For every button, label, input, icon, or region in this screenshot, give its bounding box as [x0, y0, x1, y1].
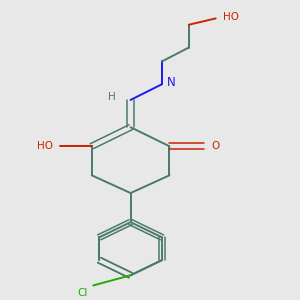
Text: HO: HO	[37, 141, 53, 151]
Text: O: O	[211, 141, 220, 151]
Text: HO: HO	[223, 12, 239, 22]
Text: H: H	[108, 92, 116, 102]
Text: N: N	[167, 76, 176, 89]
Text: Cl: Cl	[77, 288, 87, 298]
